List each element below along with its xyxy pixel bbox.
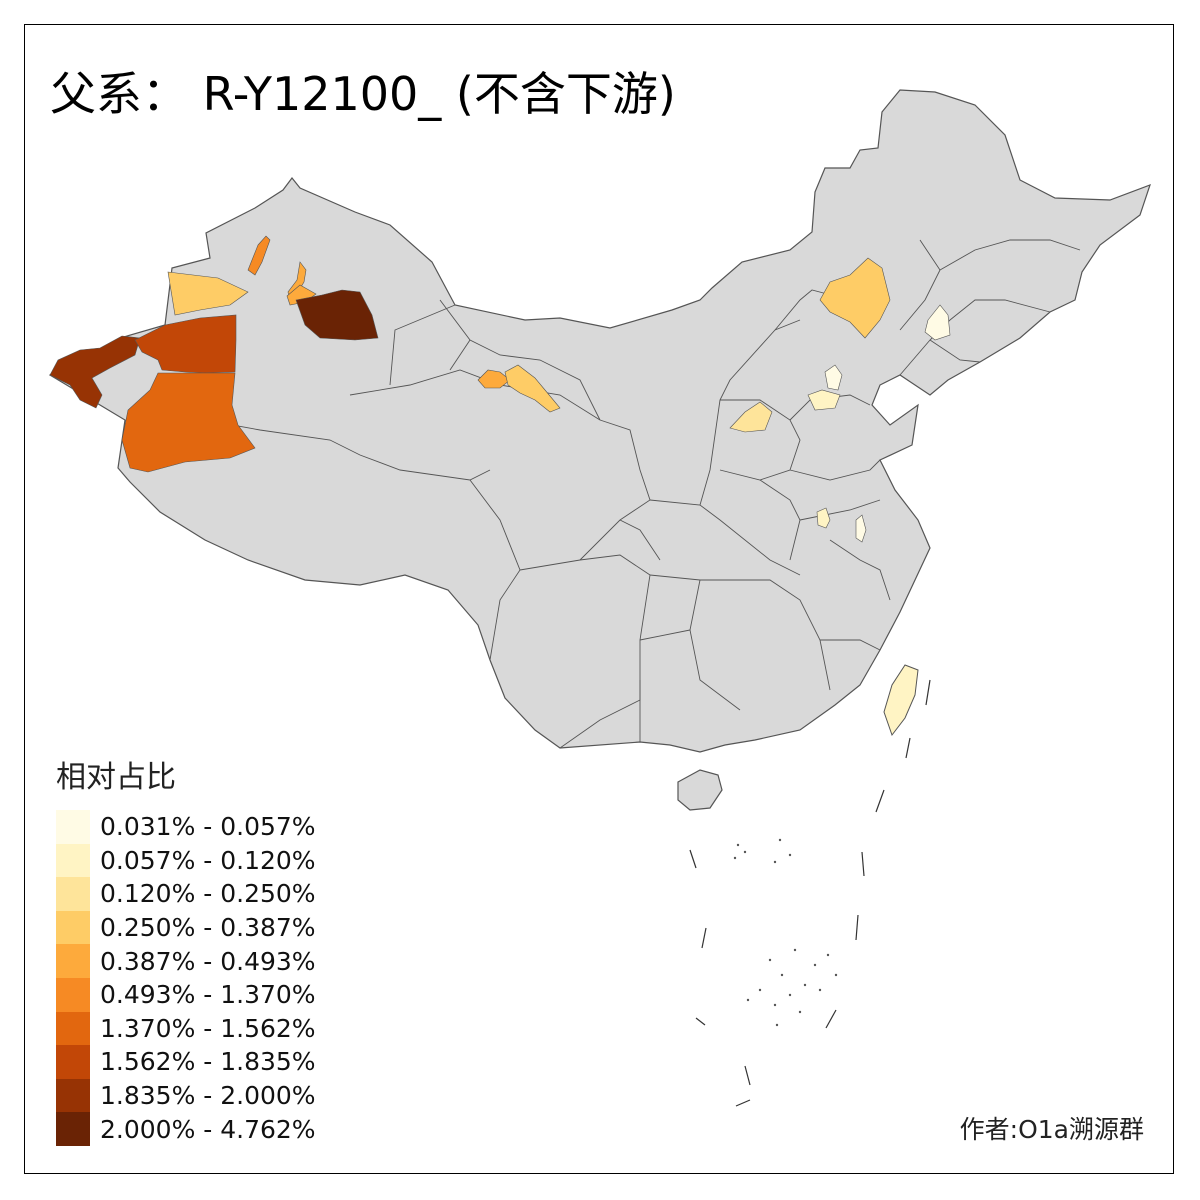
legend-item: 1.835% - 2.000%: [56, 1078, 316, 1113]
legend-label: 2.000% - 4.762%: [100, 1114, 316, 1144]
legend-item: 0.387% - 0.493%: [56, 944, 316, 978]
map-frame: [24, 24, 1174, 1174]
region-turpan: [295, 289, 379, 341]
legend-title: 相对占比: [56, 760, 176, 795]
region-altay: [247, 235, 271, 276]
legend-item: 0.057% - 0.120%: [56, 843, 316, 878]
legend-swatch: [56, 877, 90, 911]
legend-item: 2.000% - 4.762%: [56, 1112, 316, 1146]
legend-item: 1.562% - 1.835%: [56, 1045, 316, 1079]
region-ili: [167, 271, 249, 316]
legend-label: 1.562% - 1.835%: [100, 1047, 316, 1077]
legend-item: 0.031% - 0.057%: [56, 810, 316, 844]
legend-label: 0.387% - 0.493%: [100, 946, 316, 976]
legend-swatch: [56, 810, 90, 844]
legend-rows: 0.031% - 0.057% 0.057% - 0.120% 0.120% -…: [56, 810, 316, 1146]
legend-label: 0.250% - 0.387%: [100, 913, 316, 943]
region-henan: [816, 507, 831, 529]
south-sea-islands: [689, 679, 931, 1107]
region-inner-mongolia-east: [819, 257, 891, 339]
legend-label: 0.057% - 0.120%: [100, 845, 316, 875]
region-gansu-east: [504, 364, 561, 413]
legend-swatch: [56, 843, 90, 878]
legend-swatch: [56, 977, 90, 1012]
hainan-island: [677, 769, 723, 811]
region-jilin: [924, 304, 951, 341]
legend-swatch: [56, 944, 90, 978]
region-hotan: [121, 372, 256, 473]
region-beijing: [807, 389, 841, 411]
south-sea-dots: [733, 838, 838, 1027]
map-title: 父系： R-Y12100_ (不含下游): [50, 67, 676, 121]
region-anhui: [855, 514, 867, 543]
region-shanxi: [729, 401, 773, 433]
legend-label: 0.120% - 0.250%: [100, 879, 316, 909]
legend-swatch: [56, 1078, 90, 1113]
legend-swatch: [56, 1045, 90, 1079]
legend: 相对占比 0.031% - 0.057% 0.057% - 0.120% 0.1…: [56, 752, 316, 1146]
legend-label: 1.370% - 1.562%: [100, 1013, 316, 1043]
legend-label: 0.031% - 0.057%: [100, 812, 316, 842]
legend-item: 0.493% - 1.370%: [56, 977, 316, 1012]
author-credit: 作者:O1a溯源群: [959, 1115, 1144, 1144]
legend-label: 1.835% - 2.000%: [100, 1081, 316, 1111]
legend-swatch: [56, 1011, 90, 1046]
china-landmass: [48, 89, 1151, 753]
legend-label: 0.493% - 1.370%: [100, 980, 316, 1010]
legend-swatch: [56, 1112, 90, 1146]
legend-item: 0.120% - 0.250%: [56, 877, 316, 911]
legend-item: 1.370% - 1.562%: [56, 1011, 316, 1046]
region-aksu: [134, 314, 237, 374]
region-taiwan: [883, 664, 919, 737]
province-boundaries: [139, 239, 1081, 749]
shaded-regions: [49, 235, 951, 737]
region-hebei: [824, 364, 843, 391]
legend-swatch: [56, 910, 90, 945]
region-kashgar-kizilsu: [49, 335, 141, 409]
legend-item: 0.250% - 0.387%: [56, 910, 316, 945]
